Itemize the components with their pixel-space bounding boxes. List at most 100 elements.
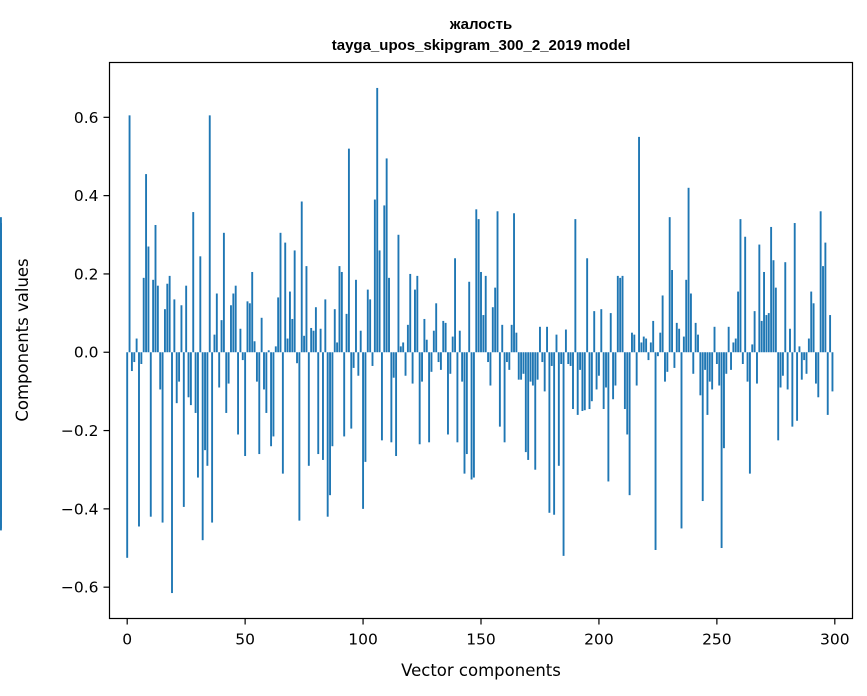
bar: [338, 266, 341, 353]
bar: [569, 352, 572, 366]
bar: [746, 352, 749, 382]
bar: [296, 352, 298, 364]
bar: [447, 352, 449, 435]
bar: [0, 336, 2, 353]
bar: [760, 320, 763, 353]
bar: [772, 260, 775, 353]
bar: [135, 338, 138, 353]
bar: [678, 328, 681, 353]
bar: [645, 338, 648, 353]
bar: [263, 352, 265, 390]
bar: [741, 352, 744, 364]
bar: [555, 334, 558, 353]
bar: [480, 271, 482, 353]
x-tick-label: 300: [820, 631, 850, 649]
bar: [612, 352, 615, 400]
bar: [451, 336, 454, 353]
bar: [404, 352, 407, 376]
bar: [546, 326, 548, 353]
bar: [305, 266, 308, 353]
bar: [461, 352, 464, 382]
bar: [220, 320, 223, 353]
bar: [513, 213, 515, 353]
bar: [640, 342, 643, 353]
bar: [789, 328, 791, 353]
bar: [291, 318, 294, 353]
bar: [553, 352, 556, 515]
bar: [425, 339, 428, 353]
bar: [402, 342, 405, 353]
bar: [142, 277, 145, 353]
bar: [409, 273, 412, 353]
bar: [590, 352, 593, 402]
bar: [230, 305, 232, 353]
bar: [345, 313, 348, 353]
bar: [694, 322, 697, 353]
bar: [369, 299, 372, 353]
bar: [166, 283, 169, 353]
bar: [482, 315, 485, 353]
x-tick-label: 100: [348, 631, 378, 649]
bar: [454, 258, 456, 353]
bar: [324, 299, 327, 353]
bar: [286, 338, 289, 353]
bar: [496, 211, 499, 353]
bar: [208, 115, 211, 353]
bar: [812, 303, 815, 353]
bar: [602, 352, 605, 410]
bar: [619, 277, 622, 353]
bar: [182, 352, 185, 507]
bar: [336, 342, 339, 353]
bar: [564, 329, 567, 353]
bar: [713, 326, 716, 353]
bar: [289, 291, 291, 353]
bar: [333, 309, 336, 353]
bar: [595, 352, 598, 390]
bar: [246, 301, 249, 353]
bar: [388, 277, 390, 353]
bar: [706, 352, 709, 415]
bar: [531, 352, 534, 386]
bar: [727, 326, 730, 353]
bar: [824, 242, 827, 353]
bar: [359, 330, 362, 353]
bar: [723, 352, 725, 449]
bar: [385, 158, 388, 353]
bar: [355, 279, 357, 353]
bar: [774, 287, 777, 353]
bar: [484, 275, 487, 353]
bar: [805, 352, 808, 374]
bar: [0, 223, 2, 353]
bar: [576, 352, 579, 415]
bar: [435, 303, 438, 353]
bar: [376, 87, 379, 353]
bar: [534, 352, 537, 470]
bar: [581, 352, 584, 411]
bar: [211, 352, 214, 523]
bar: [180, 305, 183, 353]
bar: [463, 352, 466, 474]
bar: [539, 326, 541, 353]
bar: [503, 352, 506, 443]
bar: [322, 352, 324, 460]
x-axis: 0 50 100 150 200 250 300: [122, 618, 850, 649]
bar: [251, 271, 254, 353]
bar: [803, 352, 806, 361]
bar: [206, 352, 209, 466]
bar: [248, 303, 251, 353]
bar: [822, 266, 824, 353]
bar: [541, 352, 544, 363]
bar: [279, 232, 282, 353]
bar: [574, 219, 577, 353]
bar: [392, 352, 395, 378]
bar: [748, 352, 751, 474]
bar: [734, 338, 737, 353]
bar: [265, 352, 268, 413]
bar: [465, 352, 468, 455]
bar: [352, 352, 355, 368]
bar: [199, 256, 202, 353]
bar: [274, 346, 277, 353]
bar: [664, 352, 666, 382]
bar: [357, 352, 360, 376]
